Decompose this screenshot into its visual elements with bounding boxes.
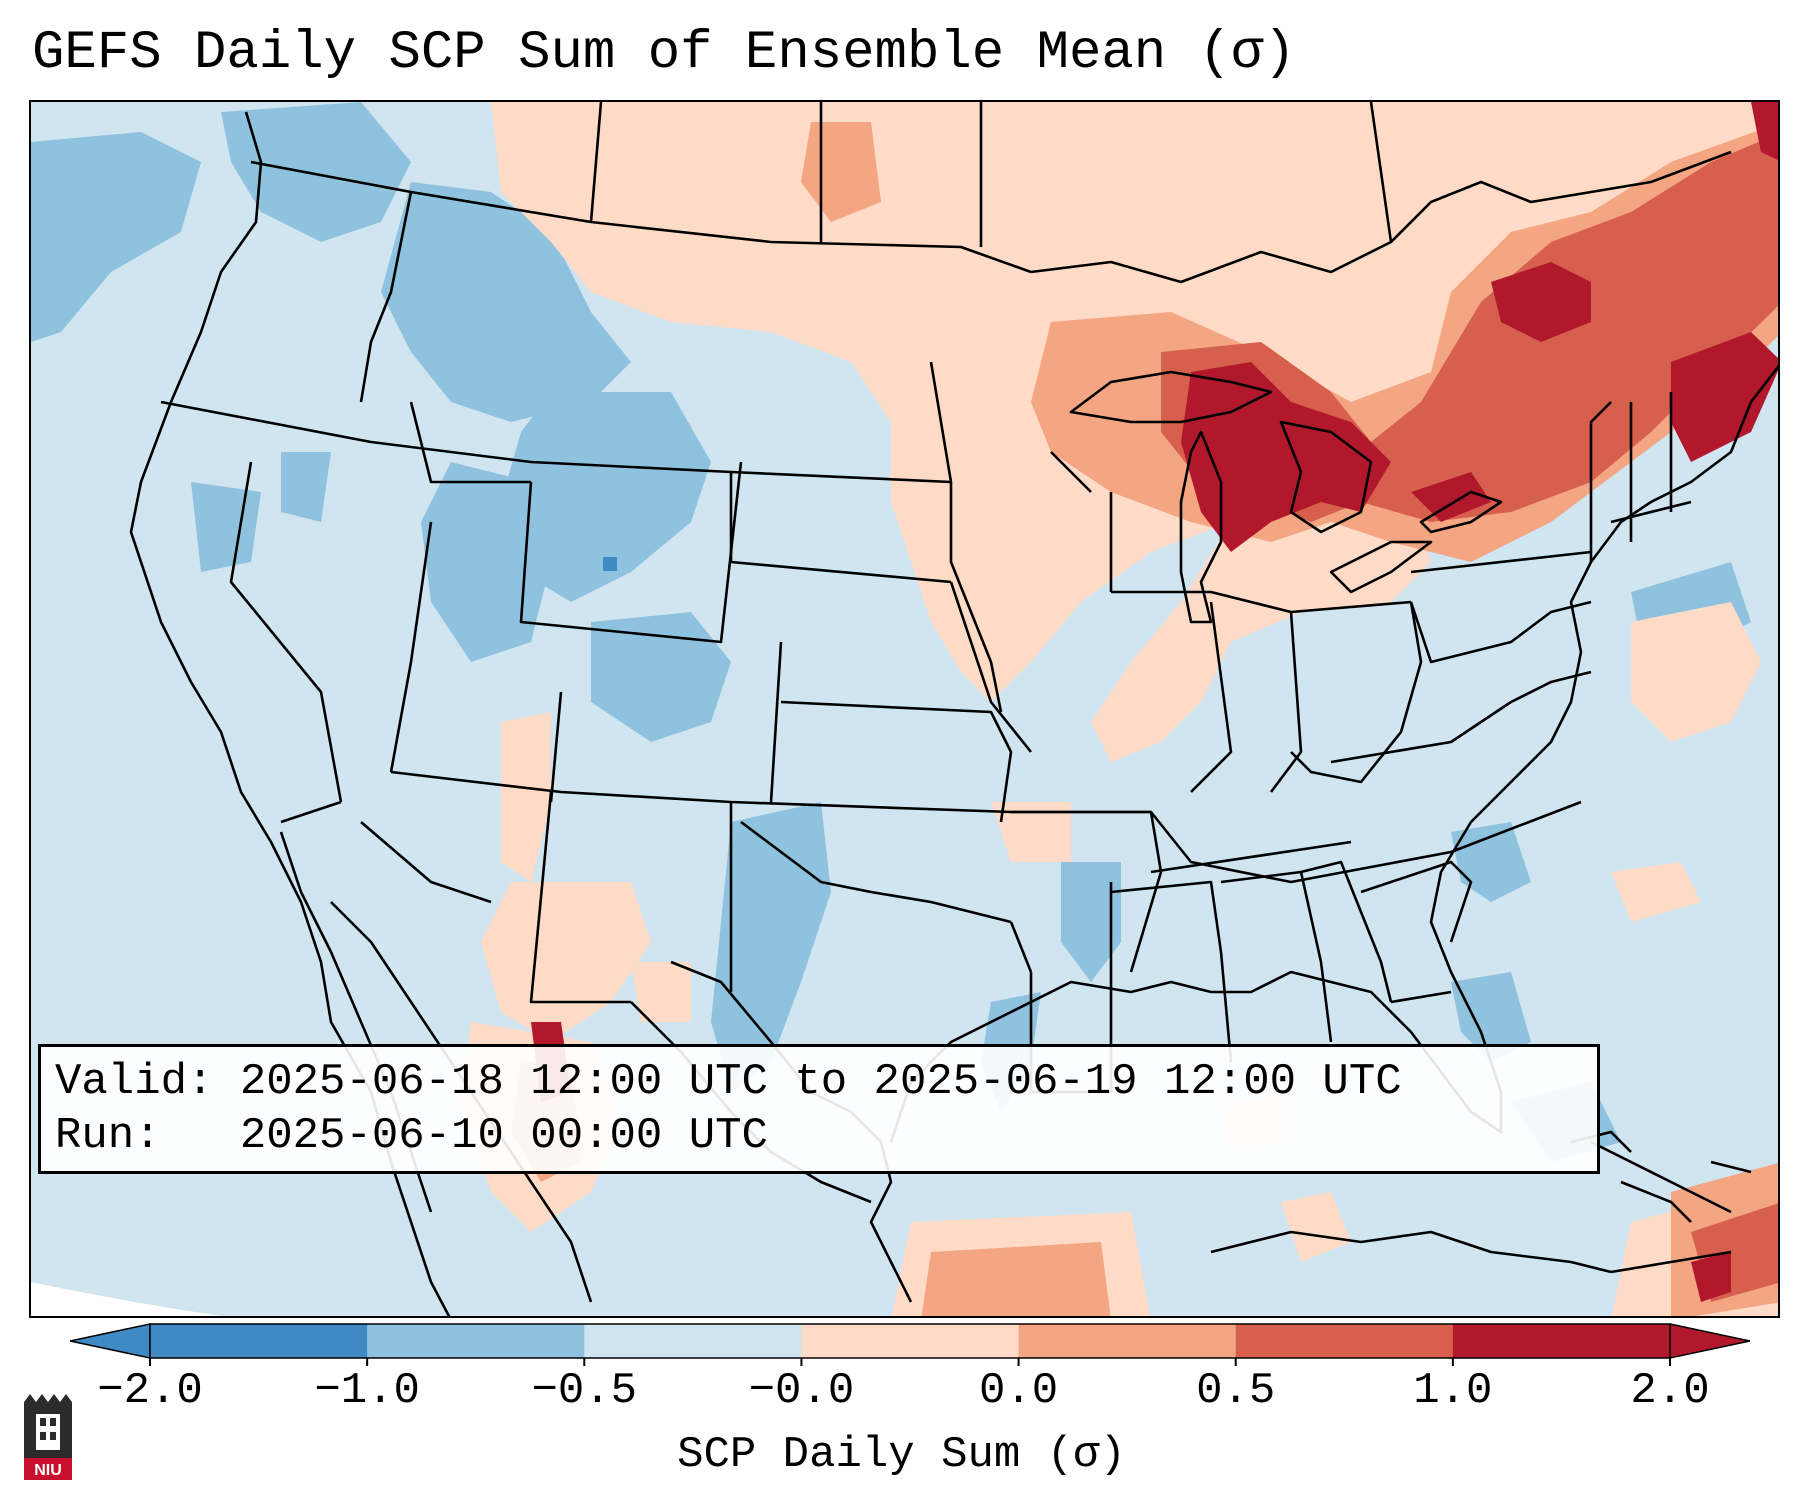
colorbar-segment xyxy=(584,1324,802,1358)
colorbar-label: SCP Daily Sum (σ) xyxy=(677,1430,1126,1480)
political-borders xyxy=(160,102,1732,1204)
run-label: Run: xyxy=(55,1111,161,1161)
colorbar-segment xyxy=(1235,1324,1454,1358)
colorbar-extend-high xyxy=(1669,1323,1750,1359)
colorbar-tick-label: 0.0 xyxy=(978,1366,1059,1416)
valid-label: Valid: xyxy=(55,1057,214,1107)
colorbar-ticks xyxy=(149,1358,1671,1366)
logo-text: NIU xyxy=(34,1462,62,1479)
valid-time: 2025-06-18 12:00 UTC to 2025-06-19 12:00… xyxy=(239,1057,1402,1107)
colorbar-tick-label: 2.0 xyxy=(1630,1366,1710,1416)
projection-edge xyxy=(31,1282,222,1316)
colorbar-segment xyxy=(1452,1324,1671,1358)
colorbar-tick-label: −0.5 xyxy=(531,1366,638,1416)
colorbar-tick-label: −1.0 xyxy=(314,1366,420,1416)
great-lakes xyxy=(1069,370,1503,624)
colorbar-tick-label: −0.0 xyxy=(748,1366,855,1416)
colorbar-tick-label: −2.0 xyxy=(97,1366,203,1416)
validity-info-box: Valid: 2025-06-18 12:00 UTC to 2025-06-1… xyxy=(38,1044,1600,1174)
colorbar-segment xyxy=(367,1324,585,1358)
colorbar-tick-label: 1.0 xyxy=(1413,1366,1493,1416)
niu-logo: NIU xyxy=(24,1394,72,1480)
colorbar-segment xyxy=(801,1324,1020,1358)
colorbar-extend-low xyxy=(70,1323,151,1359)
colorbar-segment xyxy=(150,1324,368,1358)
deep-blue-cell xyxy=(603,557,617,571)
map-title: GEFS Daily SCP Sum of Ensemble Mean (σ) xyxy=(32,23,1296,84)
colorbar-outline xyxy=(149,1323,1671,1359)
colorbar-tick-label: 0.5 xyxy=(1196,1366,1276,1416)
colorbar-segments xyxy=(70,1323,1750,1359)
colorbar xyxy=(70,1323,1750,1366)
colorbar-segment xyxy=(1018,1324,1237,1358)
run-time: 2025-06-10 00:00 UTC xyxy=(239,1111,768,1161)
